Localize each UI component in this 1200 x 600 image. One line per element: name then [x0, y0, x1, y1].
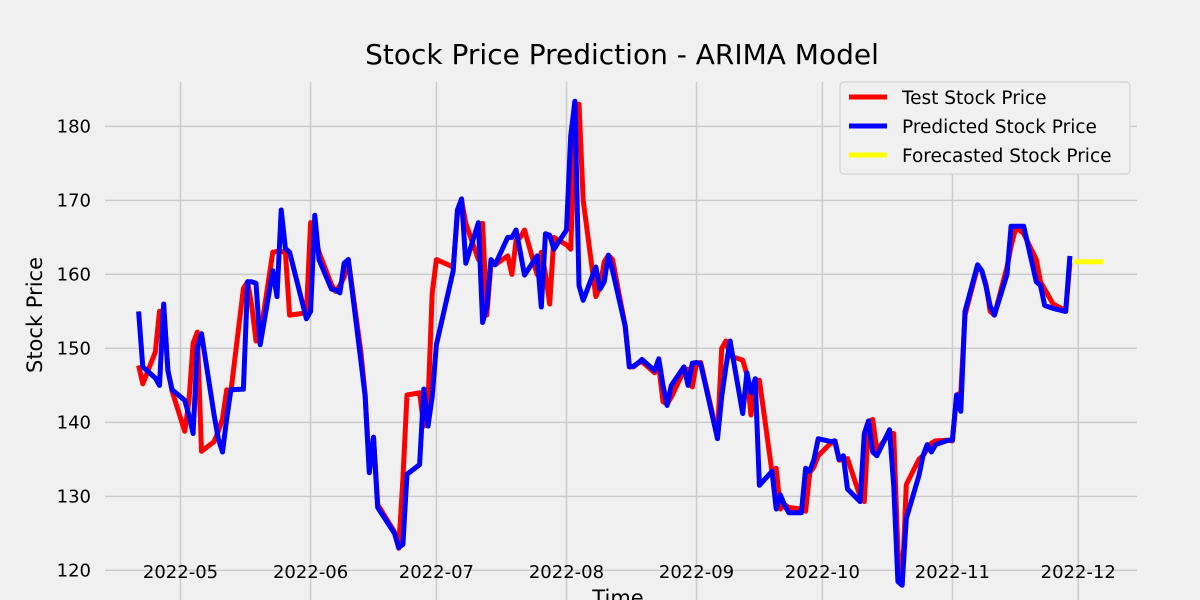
x-tick-label: 2022-05 — [143, 562, 218, 583]
legend-label-forecasted-stock-price: Forecasted Stock Price — [902, 146, 1112, 167]
x-tick-labels: 2022-05 2022-06 2022-07 2022-08 2022-09 2022-… — [143, 562, 1116, 583]
x-tick-label: 2022-09 — [659, 562, 734, 583]
x-tick-label: 2022-06 — [273, 562, 348, 583]
y-tick-label: 140 — [57, 412, 91, 433]
y-tick-label: 130 — [57, 486, 91, 507]
x-tick-label: 2022-07 — [399, 562, 474, 583]
legend-box — [839, 81, 1131, 175]
y-tick-labels: 120 130 140 150 160 170 180 — [57, 116, 91, 581]
legend: Test Stock Price Predicted Stock Price For… — [839, 81, 1131, 175]
series-line-predicted-stock-price — [136, 98, 1073, 588]
y-tick-label: 150 — [57, 338, 91, 359]
y-tick-label: 160 — [57, 264, 91, 285]
x-tick-label: 2022-08 — [529, 562, 604, 583]
legend-label-test-stock-price: Test Stock Price — [901, 88, 1047, 109]
x-axis-label: Time — [591, 586, 643, 600]
series-layer — [136, 98, 1104, 588]
x-tick-label: 2022-12 — [1041, 562, 1116, 583]
y-tick-label: 180 — [57, 116, 91, 137]
y-axis-label: Stock Price — [23, 257, 47, 373]
y-tick-label: 170 — [57, 190, 91, 211]
x-tick-label: 2022-10 — [785, 562, 860, 583]
y-tick-label: 120 — [57, 560, 91, 581]
chart-title: Stock Price Prediction - ARIMA Model — [365, 38, 879, 71]
x-tick-label: 2022-11 — [915, 562, 990, 583]
legend-label-predicted-stock-price: Predicted Stock Price — [902, 117, 1097, 138]
